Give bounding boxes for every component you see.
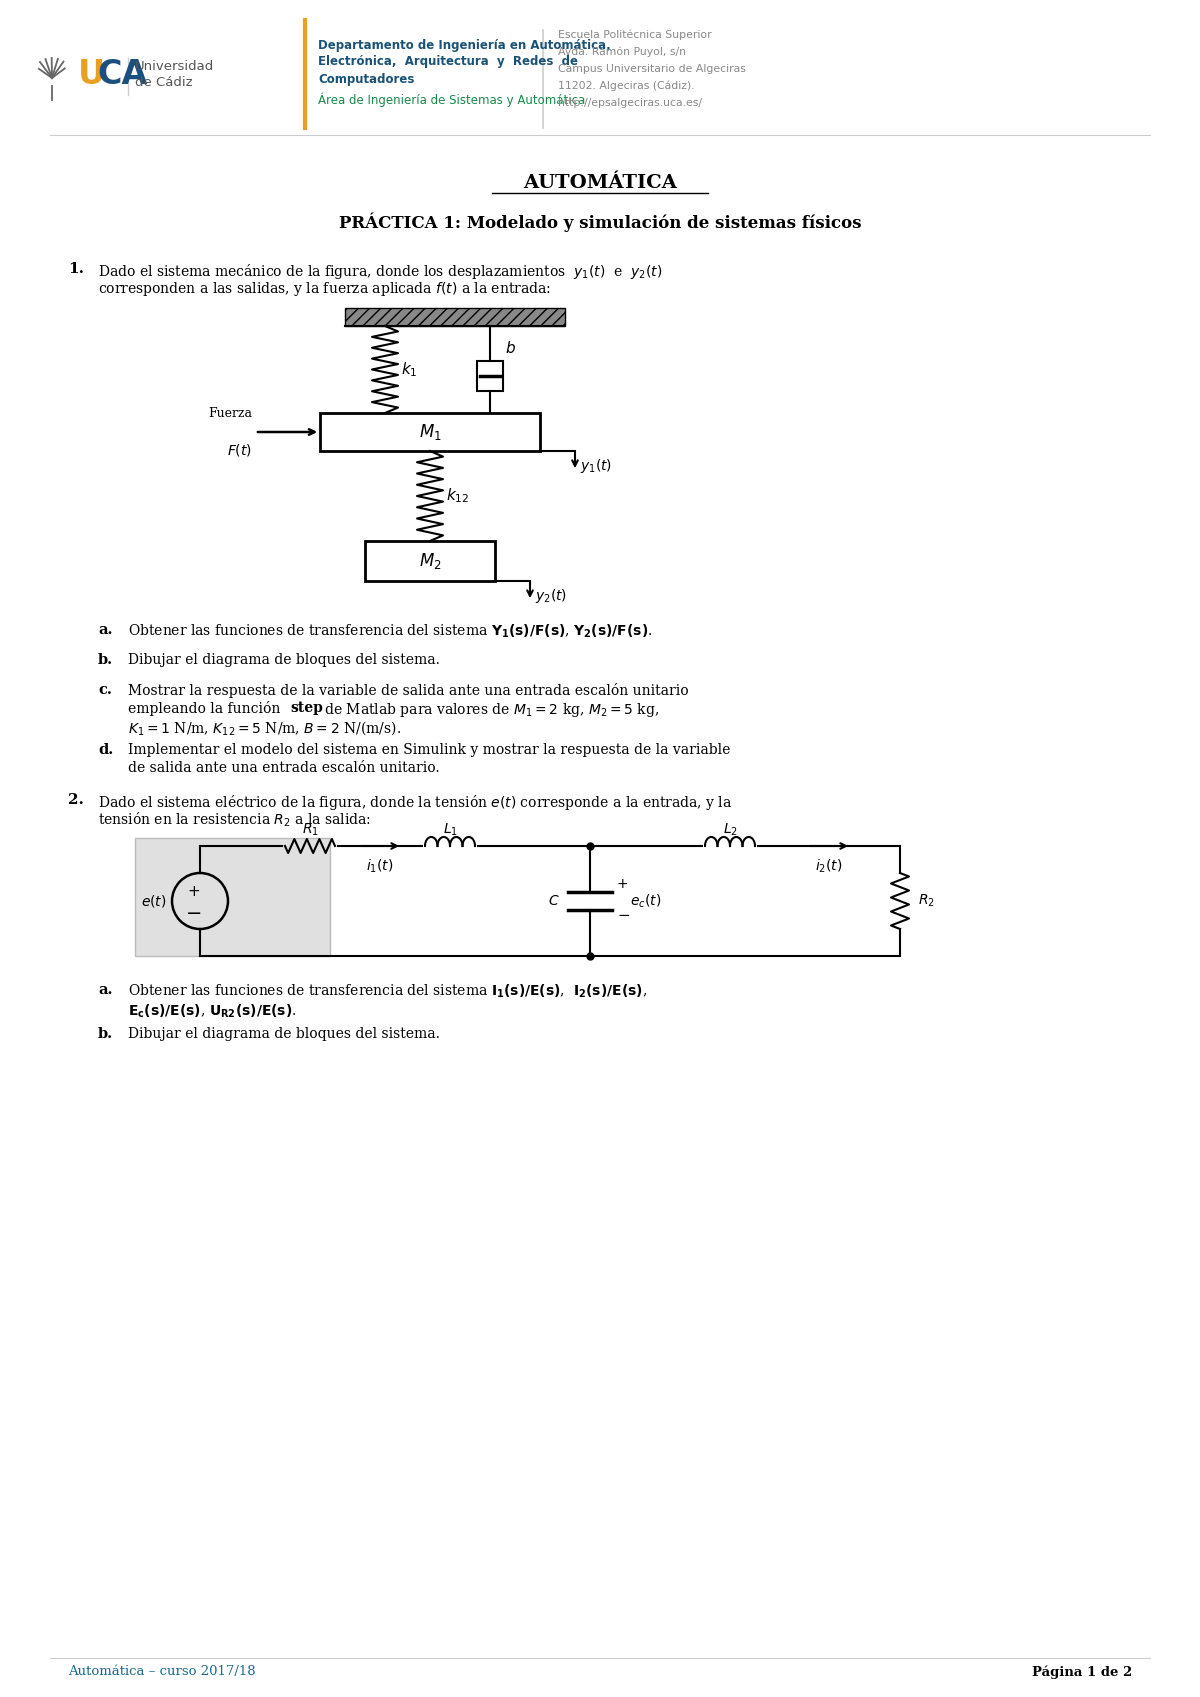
Text: −: −	[186, 903, 202, 923]
Text: b.: b.	[98, 1027, 113, 1040]
Text: Computadores: Computadores	[318, 73, 414, 85]
Text: de salida ante una entrada escalón unitario.: de salida ante una entrada escalón unita…	[128, 760, 439, 776]
Text: http://epsalgeciras.uca.es/: http://epsalgeciras.uca.es/	[558, 98, 702, 109]
Text: Dibujar el diagrama de bloques del sistema.: Dibujar el diagrama de bloques del siste…	[128, 653, 440, 667]
Text: PRÁCTICA 1: Modelado y simulación de sistemas físicos: PRÁCTICA 1: Modelado y simulación de sis…	[338, 212, 862, 232]
Text: $F(t)$: $F(t)$	[227, 441, 252, 458]
Text: $y_1(t)$: $y_1(t)$	[580, 456, 612, 475]
Text: $\mathbf{E_c(s)/E(s)}$, $\mathbf{U_{R2}(s)/E(s)}$.: $\mathbf{E_c(s)/E(s)}$, $\mathbf{U_{R2}(…	[128, 1003, 296, 1020]
Text: +: +	[617, 877, 629, 891]
Text: $i_1(t)$: $i_1(t)$	[366, 857, 394, 874]
Text: b.: b.	[98, 653, 113, 667]
Text: $K_1 = 1$ N/m, $K_{12} = 5$ N/m, $B = 2$ N/(m/s).: $K_1 = 1$ N/m, $K_{12} = 5$ N/m, $B = 2$…	[128, 720, 401, 736]
Text: $b$: $b$	[505, 339, 516, 356]
Text: U: U	[78, 58, 106, 90]
Text: $M_1$: $M_1$	[419, 423, 442, 441]
Text: Dado el sistema eléctrico de la figura, donde la tensión $e(t)$ corresponde a la: Dado el sistema eléctrico de la figura, …	[98, 792, 732, 811]
Text: d.: d.	[98, 743, 113, 757]
Text: Dado el sistema mecánico de la figura, donde los desplazamientos  $y_1(t)$  e  $: Dado el sistema mecánico de la figura, d…	[98, 261, 662, 282]
Text: $R_2$: $R_2$	[918, 893, 935, 910]
Bar	[365, 541, 496, 580]
Text: Universidad: Universidad	[134, 59, 215, 73]
Text: Obtener las funciones de transferencia del sistema $\mathbf{I_1(s)/E(s)}$,  $\ma: Obtener las funciones de transferencia d…	[128, 983, 647, 1001]
Text: empleando la función: empleando la función	[128, 701, 284, 716]
Text: Página 1 de 2: Página 1 de 2	[1032, 1665, 1132, 1678]
Text: $e(t)$: $e(t)$	[142, 893, 167, 910]
Text: $C$: $C$	[548, 894, 560, 908]
Bar	[134, 838, 330, 955]
Text: a.: a.	[98, 983, 113, 998]
Text: 11202. Algeciras (Cádiz).: 11202. Algeciras (Cádiz).	[558, 81, 695, 92]
Text: +: +	[187, 884, 200, 898]
Text: Electrónica,  Arquitectura  y  Redes  de: Electrónica, Arquitectura y Redes de	[318, 56, 578, 68]
Text: Campus Universitario de Algeciras: Campus Universitario de Algeciras	[558, 64, 746, 75]
Bar	[320, 412, 540, 451]
Text: c.: c.	[98, 682, 112, 697]
Text: Fuerza: Fuerza	[208, 407, 252, 419]
Text: $k_1$: $k_1$	[401, 360, 418, 378]
Text: tensión en la resistencia $R_2$ a la salida:: tensión en la resistencia $R_2$ a la sal…	[98, 811, 371, 830]
Text: Dibujar el diagrama de bloques del sistema.: Dibujar el diagrama de bloques del siste…	[128, 1027, 440, 1040]
Text: Obtener las funciones de transferencia del sistema $\mathbf{Y_1(s)/F(s)}$, $\mat: Obtener las funciones de transferencia d…	[128, 623, 653, 640]
Text: step: step	[290, 701, 323, 714]
Text: Departamento de Ingeniería en Automática,: Departamento de Ingeniería en Automática…	[318, 39, 611, 51]
Text: $y_2(t)$: $y_2(t)$	[535, 587, 568, 606]
Text: $L_2$: $L_2$	[722, 821, 738, 838]
Text: $e_c(t)$: $e_c(t)$	[630, 893, 661, 910]
Text: Mostrar la respuesta de la variable de salida ante una entrada escalón unitario: Mostrar la respuesta de la variable de s…	[128, 682, 689, 697]
Text: $i_2(t)$: $i_2(t)$	[815, 857, 842, 874]
Text: de Cádiz: de Cádiz	[134, 75, 193, 88]
Text: 2.: 2.	[68, 792, 84, 808]
Bar	[346, 307, 565, 326]
Text: Escuela Politécnica Superior: Escuela Politécnica Superior	[558, 31, 712, 41]
Text: $R_1$: $R_1$	[301, 821, 318, 838]
Text: 1.: 1.	[68, 261, 84, 277]
Text: $L_1$: $L_1$	[443, 821, 457, 838]
Text: Avda. Ramón Puyol, s/n: Avda. Ramón Puyol, s/n	[558, 48, 686, 58]
Text: Automática – curso 2017/18: Automática – curso 2017/18	[68, 1665, 256, 1678]
Text: $k_{12}$: $k_{12}$	[446, 487, 469, 506]
Text: $M_2$: $M_2$	[419, 552, 442, 570]
Text: Implementar el modelo del sistema en Simulink y mostrar la respuesta de la varia: Implementar el modelo del sistema en Sim…	[128, 743, 731, 757]
Text: de Matlab para valores de $M_1 = 2$ kg, $M_2 = 5$ kg,: de Matlab para valores de $M_1 = 2$ kg, …	[320, 701, 659, 720]
Text: −: −	[617, 908, 630, 923]
Bar	[134, 838, 330, 955]
Text: a.: a.	[98, 623, 113, 636]
Text: CA: CA	[97, 58, 148, 90]
Bar	[478, 361, 503, 390]
Text: corresponden a las salidas, y la fuerza aplicada $f(t)$ a la entrada:: corresponden a las salidas, y la fuerza …	[98, 280, 551, 299]
Text: AUTOMÁTICA: AUTOMÁTICA	[523, 175, 677, 192]
Text: Área de Ingeniería de Sistemas y Automática: Área de Ingeniería de Sistemas y Automát…	[318, 93, 586, 107]
